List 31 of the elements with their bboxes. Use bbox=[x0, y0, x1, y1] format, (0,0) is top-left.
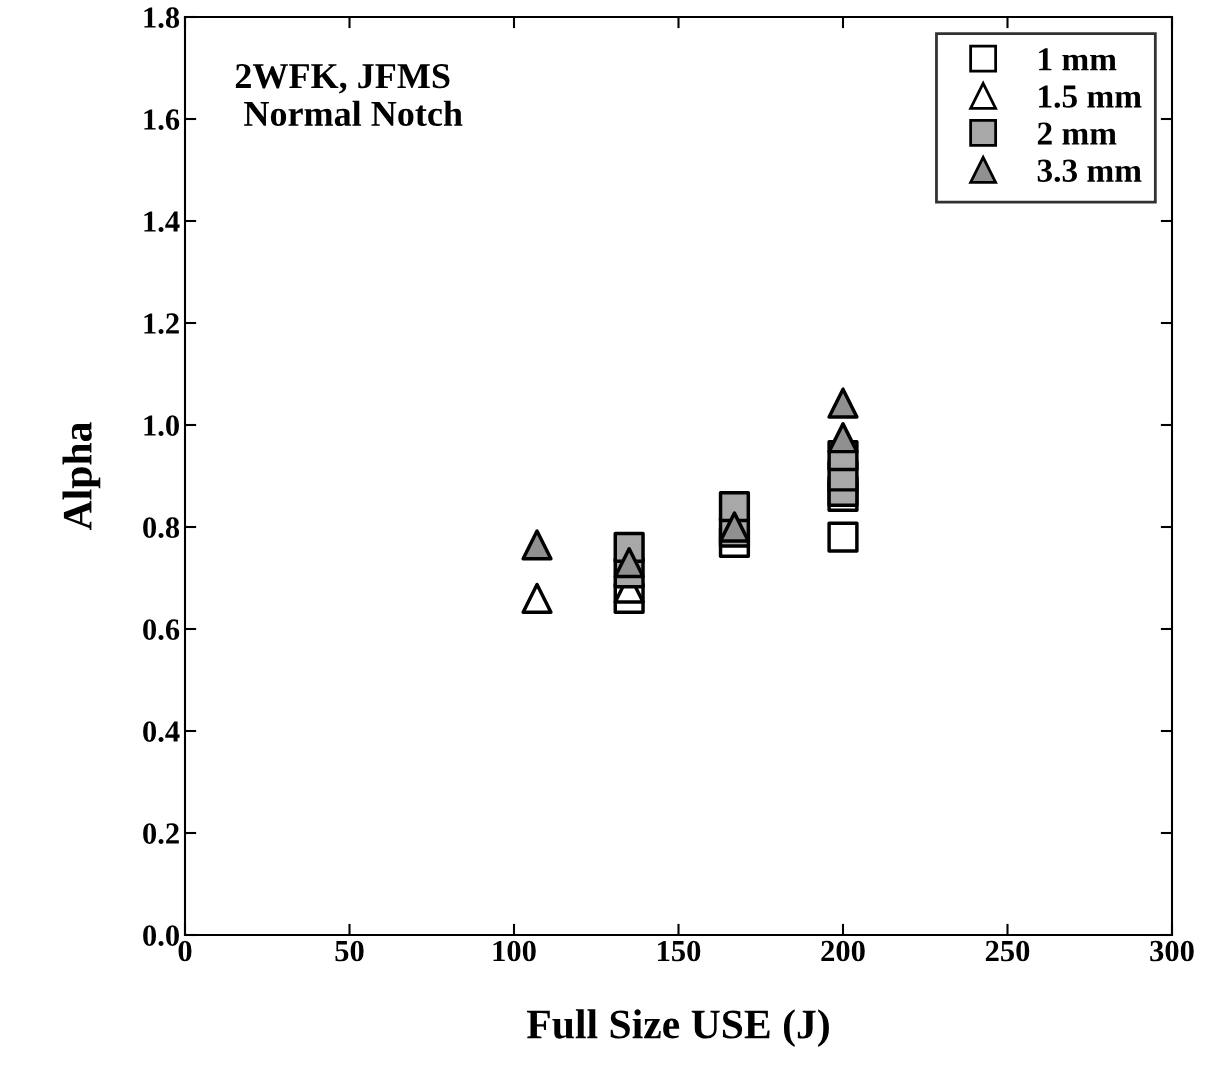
legend-label: 1 mm bbox=[1039, 48, 1117, 71]
x-tick-label: 150 bbox=[658, 940, 701, 962]
annotation: 2WFK, JFMS Normal Notch bbox=[235, 64, 463, 127]
x-tick-label: 50 bbox=[335, 940, 364, 962]
x-tick-label: 0 bbox=[178, 940, 192, 962]
y-axis-title: Alpha bbox=[62, 422, 101, 531]
y-tick-label: 0.8 bbox=[143, 517, 180, 539]
x-tick-label: 250 bbox=[985, 940, 1030, 962]
x-tick-label: 100 bbox=[493, 940, 536, 962]
point bbox=[521, 529, 553, 561]
y-tick-label: 1.2 bbox=[144, 313, 179, 335]
y-tick-label: 1.0 bbox=[144, 415, 179, 437]
point bbox=[827, 521, 859, 553]
y-tick-label: 0.0 bbox=[143, 925, 179, 947]
point bbox=[718, 490, 751, 523]
y-tick-label: 0.6 bbox=[143, 619, 180, 641]
y-tick-label: 1.4 bbox=[144, 211, 180, 233]
point bbox=[827, 422, 859, 454]
y-tick-label: 1.6 bbox=[144, 109, 180, 131]
y-tick-label: 0.4 bbox=[143, 721, 180, 743]
y-tick-label: 1.8 bbox=[144, 7, 180, 29]
point bbox=[827, 387, 859, 419]
point bbox=[521, 582, 553, 615]
legend-label: 2 mm bbox=[1037, 122, 1117, 145]
legend-label: 1.5 mm bbox=[1039, 85, 1142, 108]
x-tick-label: 300 bbox=[1150, 940, 1194, 962]
point bbox=[613, 547, 645, 579]
x-tick-label: 200 bbox=[821, 940, 865, 962]
y-tick-label: 0.2 bbox=[143, 823, 179, 845]
legend-label: 3.3 mm bbox=[1037, 159, 1142, 183]
x-axis-title: Full Size USE (J) bbox=[527, 1009, 829, 1048]
